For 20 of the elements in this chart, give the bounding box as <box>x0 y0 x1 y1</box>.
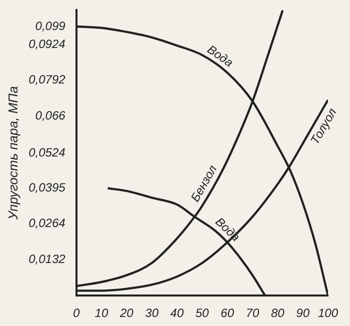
x-tick-label: 100 <box>318 306 338 320</box>
x-tick-label: 20 <box>118 306 134 320</box>
x-tick-label: 90 <box>296 306 310 320</box>
x-tick-label: 30 <box>145 306 159 320</box>
y-tick-label: 0,099 <box>35 18 66 33</box>
x-tick-label: 70 <box>246 306 260 320</box>
x-tick-label: 80 <box>270 306 285 320</box>
y-tick-label: 0,0132 <box>28 252 66 266</box>
y-tick-label: 0,0924 <box>28 36 66 51</box>
x-tick-label: 40 <box>170 306 184 320</box>
y-tick-label: 0,0524 <box>28 146 66 160</box>
y-axis-title: Упругость пара, МПа <box>5 86 20 221</box>
y-tick-label: 0,0792 <box>28 72 66 87</box>
x-tick-label: 0 <box>72 306 80 320</box>
y-tick-label: 0,0264 <box>28 216 66 230</box>
y-tick-label: 0,066 <box>35 108 66 123</box>
x-tick-label: 60 <box>220 306 234 320</box>
y-tick-label: 0,0395 <box>28 180 66 195</box>
x-tick-label: 10 <box>94 306 108 320</box>
x-tick-label: 50 <box>195 306 210 320</box>
